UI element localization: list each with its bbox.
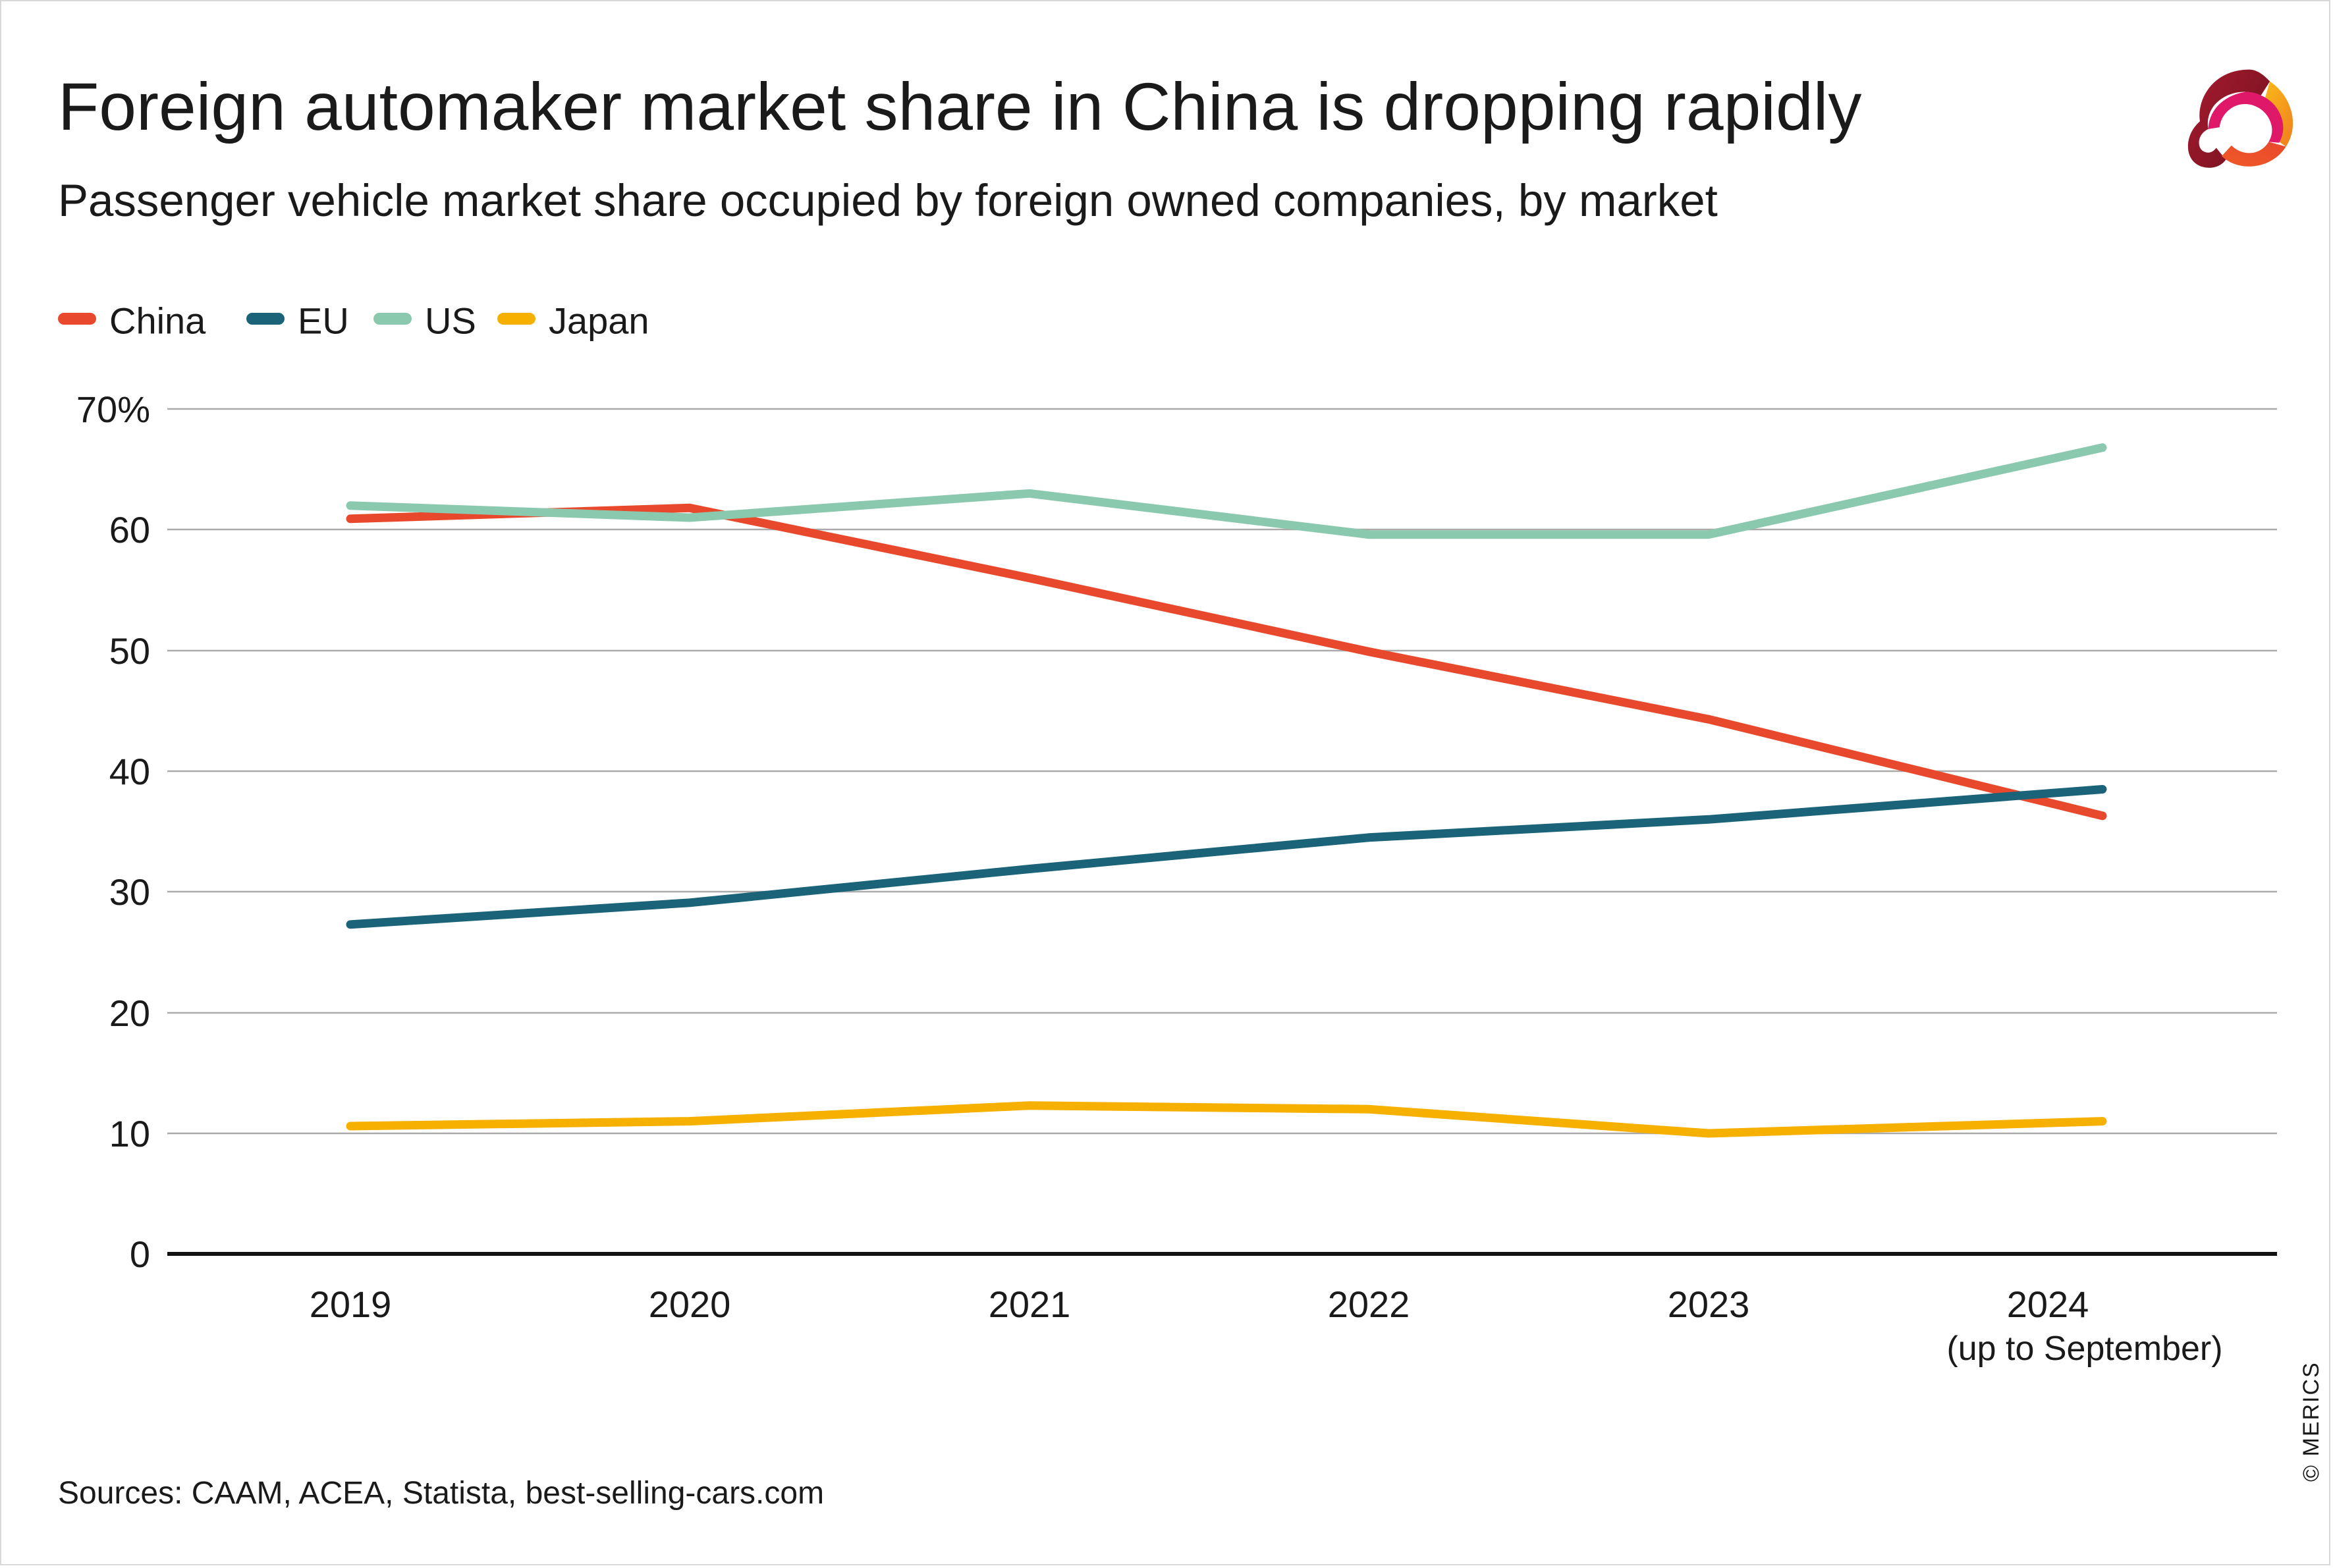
svg-text:2022: 2022 [1328,1284,1410,1325]
svg-text:0: 0 [130,1233,150,1275]
svg-text:2021: 2021 [989,1284,1071,1325]
svg-text:2023: 2023 [1668,1284,1750,1325]
svg-text:2020: 2020 [649,1284,731,1325]
svg-text:2024: 2024 [2007,1284,2089,1325]
svg-text:(up to September): (up to September) [1946,1330,2222,1368]
svg-text:60: 60 [109,509,150,551]
svg-text:50: 50 [109,630,150,672]
svg-text:20: 20 [109,992,150,1034]
svg-text:30: 30 [109,871,150,913]
svg-text:2019: 2019 [310,1284,392,1325]
svg-text:10: 10 [109,1113,150,1154]
svg-text:70%: 70% [76,389,150,430]
svg-text:40: 40 [109,751,150,792]
